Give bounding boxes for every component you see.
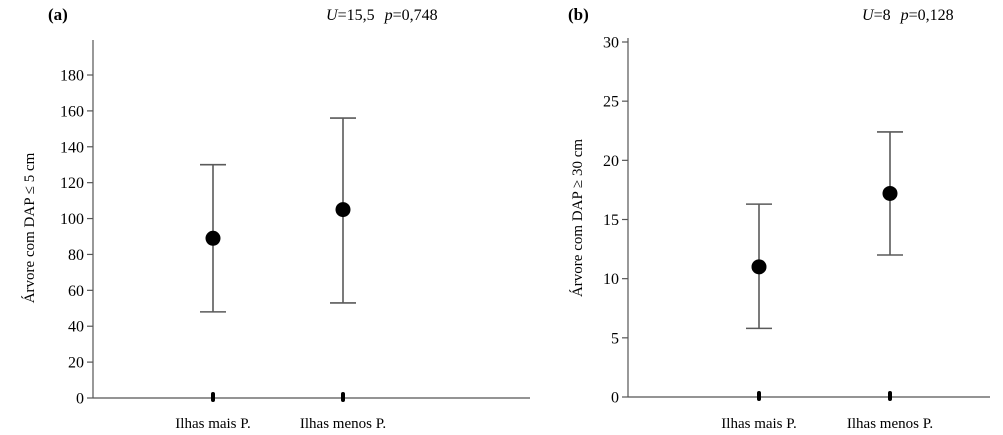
panel-a-stats: U=15,5 p=0,748 (326, 7, 438, 24)
panel-b-mean-point (882, 185, 898, 201)
panel-b-category-label: Ilhas mais P. (721, 416, 796, 432)
panel-b-y-tick-label: 25 (603, 94, 619, 111)
panel-b-label: (b) (568, 5, 589, 24)
panel-a-y-tick-label: 60 (68, 283, 84, 300)
panel-b-p-label: p (900, 7, 909, 24)
panel-b-ylabel: Árvore com DAP ≥ 30 cm (569, 139, 586, 297)
panel-a-p-label: p (384, 7, 393, 24)
panel-a-y-tick-label: 0 (76, 391, 84, 408)
panel-a-y-tick-label: 100 (60, 211, 84, 228)
panel-a-mean-point (205, 230, 221, 246)
panel-a-u-value: =15,5 (338, 7, 375, 24)
panel-b-u-value: =8 (874, 7, 891, 24)
panel-a-ylabel: Árvore com DAP ≤ 5 cm (21, 152, 38, 303)
panel-b-y-tick-label: 0 (611, 390, 619, 407)
panel-a-y-tick-label: 160 (60, 103, 84, 120)
panel-b-p-value: =0,128 (909, 7, 954, 24)
panel-a-y-tick-label: 120 (60, 175, 84, 192)
panel-a-category-label: Ilhas mais P. (175, 416, 250, 432)
panel-a-y-tick-label: 20 (68, 355, 84, 372)
panel-b-category-label: Ilhas menos P. (847, 416, 933, 432)
panel-a-label: (a) (48, 5, 68, 24)
panel-a-y-tick-label: 40 (68, 319, 84, 336)
panel-b-u-label: U (862, 7, 875, 24)
panel-b-plot: 0 5 10 15 20 25 30 Ilhas mais P. Ilhas menos P. (603, 35, 990, 432)
panel-b-stats: U=8 p=0,128 (862, 7, 954, 24)
panel-b-y-tick-label: 10 (603, 271, 619, 288)
panel-a-mean-point (335, 202, 351, 218)
panel-b-y-tick-label: 15 (603, 212, 619, 229)
panel-a-y-tick-label: 180 (60, 68, 84, 85)
panel-a-y-tick-label: 140 (60, 139, 84, 156)
panel-a-u-label: U (326, 7, 339, 24)
panel-b-y-tick-label: 5 (611, 330, 619, 347)
panel-a-category-label: Ilhas menos P. (300, 416, 386, 432)
panel-b-y-tick-label: 30 (603, 35, 619, 52)
panel-a-p-value: =0,748 (393, 7, 438, 24)
panel-a-plot: 0 20 40 60 80 100 120 140 160 180 Ilhas mais P. Ilh… (60, 40, 530, 432)
panel-a-y-tick-label: 80 (68, 247, 84, 264)
panel-b-mean-point (751, 259, 767, 275)
panel-b-y-tick-label: 20 (603, 153, 619, 170)
